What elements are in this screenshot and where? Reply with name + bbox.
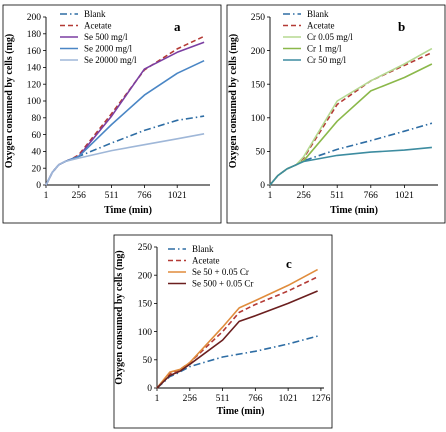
y-tick-label: 150 <box>251 80 266 90</box>
panel-letter: b <box>398 19 405 34</box>
x-axis-title: Time (min) <box>104 205 152 216</box>
x-tick-label: 1021 <box>168 191 187 201</box>
legend-entry: Se 500 mg/l <box>84 32 128 42</box>
chart-panel-a: 0 20 40 60 80 100 120 140 160 180 200 1 256 511 766 102… <box>2 4 222 224</box>
series-line <box>45 115 205 186</box>
x-tick-label: 766 <box>137 191 152 201</box>
y-tick-label: 0 <box>36 181 41 191</box>
legend-entry: Se 50 + 0.05 Cr <box>192 267 249 277</box>
y-tick-label: 200 <box>138 271 153 281</box>
y-axis-title: Oxygen consumed by cells (mg) <box>114 250 125 384</box>
panel-letter: a <box>174 19 181 34</box>
x-tick-label: 256 <box>72 191 87 201</box>
series-line <box>269 47 433 186</box>
y-tick-label: 0 <box>147 384 152 394</box>
chart-panel-c: 0 50 100 150 200 250 1 256 511 766 1021 1276 Time (m… <box>113 234 333 429</box>
y-tick-label: 180 <box>27 30 42 40</box>
y-tick-label: 120 <box>27 80 42 90</box>
y-tick-label: 150 <box>138 300 153 310</box>
series-line <box>45 59 205 186</box>
y-tick-label: 140 <box>27 64 42 74</box>
legend-entry: Acetate <box>307 21 334 31</box>
x-tick-label: 1 <box>155 394 160 404</box>
y-tick-label: 250 <box>251 13 266 23</box>
legend-entry: Blank <box>307 9 329 19</box>
x-tick-label: 511 <box>216 394 230 404</box>
series-line <box>156 268 318 389</box>
legend-entry: Se 20000 mg/l <box>84 55 137 65</box>
x-axis-title: Time (min) <box>330 205 378 216</box>
panel-frame <box>2 4 222 224</box>
legend-entry: Se 2000 mg/l <box>84 44 133 54</box>
x-axis-title: Time (min) <box>217 406 265 417</box>
y-tick-label: 40 <box>32 148 42 158</box>
y-tick-label: 200 <box>27 13 42 23</box>
chart-panel-b: 0 50 100 150 200 250 1 256 511 766 1021 Time (min) O… <box>226 4 446 224</box>
y-tick-label: 50 <box>256 148 266 158</box>
x-tick-label: 1 <box>44 191 49 201</box>
panel-letter: c <box>286 256 292 271</box>
legend-entry: Cr 1 mg/l <box>307 44 342 54</box>
x-tick-label: 1021 <box>395 191 414 201</box>
y-tick-label: 20 <box>32 164 42 174</box>
series-line <box>269 63 433 186</box>
x-tick-label: 256 <box>183 394 198 404</box>
panel-frame <box>113 234 333 429</box>
y-tick-label: 250 <box>138 243 153 253</box>
x-tick-label: 1021 <box>279 394 298 404</box>
series-line <box>45 133 205 186</box>
series-line <box>156 276 318 389</box>
y-tick-label: 100 <box>138 328 153 338</box>
x-tick-label: 1276 <box>311 394 330 404</box>
y-axis-title: Oxygen consumed by cells (mg) <box>228 34 239 168</box>
y-tick-label: 160 <box>27 47 42 57</box>
legend-entry: Se 500 + 0.05 Cr <box>192 279 253 289</box>
y-tick-label: 80 <box>32 114 42 124</box>
legend-entry: Acetate <box>84 21 111 31</box>
series-line <box>269 146 432 186</box>
y-tick-label: 60 <box>32 131 42 141</box>
y-tick-label: 100 <box>251 114 266 124</box>
x-tick-label: 766 <box>248 394 263 404</box>
x-tick-label: 511 <box>105 191 119 201</box>
x-tick-label: 1 <box>268 191 273 201</box>
x-tick-label: 766 <box>364 191 379 201</box>
panel-frame <box>226 4 446 224</box>
legend-entry: Blank <box>84 9 106 19</box>
x-tick-label: 256 <box>296 191 311 201</box>
x-tick-label: 511 <box>330 191 344 201</box>
legend-entry: Blank <box>192 244 214 254</box>
series-line <box>156 335 318 389</box>
y-tick-label: 0 <box>260 181 265 191</box>
legend-entry: Cr 50 mg/l <box>307 55 347 65</box>
legend-entry: Acetate <box>192 256 219 266</box>
y-tick-label: 50 <box>143 356 153 366</box>
y-axis-title: Oxygen consumed by cells (mg) <box>4 34 15 168</box>
y-tick-label: 100 <box>27 97 42 107</box>
legend-entry: Cr 0.05 mg/l <box>307 32 353 42</box>
y-tick-label: 200 <box>251 47 266 57</box>
series-line <box>156 290 318 389</box>
